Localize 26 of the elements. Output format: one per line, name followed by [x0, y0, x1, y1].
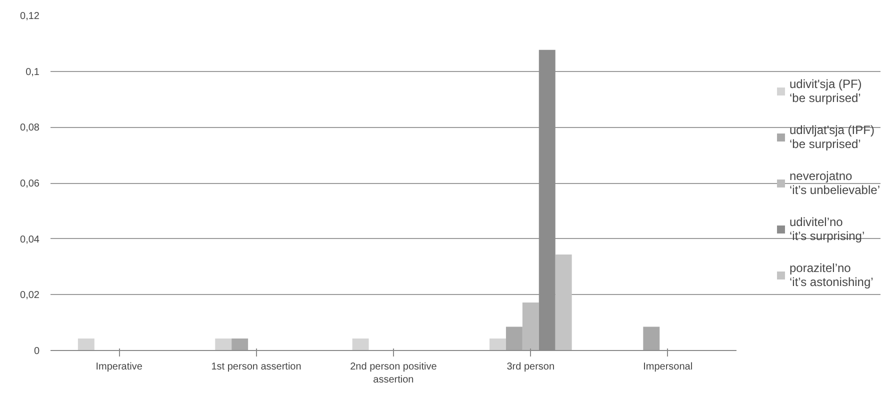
x-tick-label: 1st person assertion [211, 362, 302, 372]
legend-label: udivljat'sja (IPF) ‘be surprised’ [789, 122, 874, 150]
y-tick-label: 0,08 [20, 122, 40, 134]
x-tick-label: 3rd person [506, 362, 555, 372]
bar [555, 254, 572, 350]
x-tick-label: 2nd person positive assertion [350, 362, 438, 386]
bar [232, 338, 248, 350]
bar [506, 326, 522, 350]
x-tick-label: Impersonal [643, 362, 693, 372]
x-tick-label: Imperative [96, 362, 143, 372]
legend-label: porazitel’no ‘it’s astonishing’ [789, 260, 874, 288]
y-tick-label: 0,1 [26, 66, 40, 78]
y-tick-label: 0,12 [20, 11, 40, 22]
bar [522, 302, 539, 350]
y-tick-label: 0 [34, 346, 40, 357]
bar [215, 338, 232, 350]
y-tick-label: 0,02 [20, 290, 40, 302]
bar [78, 338, 94, 350]
legend-label: udivit'sja (PF) ‘be surprised’ [789, 76, 862, 104]
legend-label: neverojatno ‘it’s unbelievable’ [789, 168, 880, 196]
bar [352, 338, 369, 350]
bar [490, 338, 506, 350]
bar [643, 326, 660, 350]
y-tick-label: 0,06 [20, 178, 40, 190]
y-tick-label: 0,04 [20, 234, 40, 246]
legend-label: udivitel’no ‘it’s surprising’ [789, 214, 865, 242]
